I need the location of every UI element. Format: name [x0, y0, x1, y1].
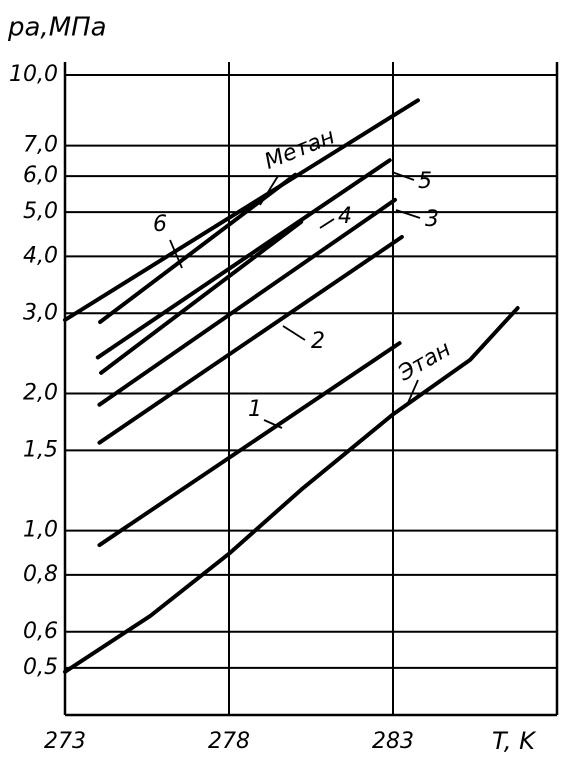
series-label: 6 [153, 212, 167, 237]
y-tick-label: 7,0 [23, 133, 58, 158]
frame [63, 62, 559, 717]
y-tick-label: 3,0 [23, 300, 58, 325]
y-axis-title: pа,МПа [7, 13, 107, 43]
y-tick-label: 10,0 [9, 62, 58, 87]
series-label: 3 [425, 207, 439, 232]
y-tick-label: 1,5 [23, 437, 58, 462]
series-label: 4 [338, 204, 352, 229]
y-tick-label: 5,0 [23, 199, 58, 224]
series-line [99, 219, 304, 375]
y-tick-label: 0,6 [23, 619, 58, 644]
y-tick-label: 6,0 [23, 163, 58, 188]
y-tick-label: 2,0 [23, 381, 58, 406]
series-line [97, 235, 404, 445]
series-line [97, 197, 397, 407]
series-line [63, 306, 520, 674]
y-tick-label: 0,8 [23, 562, 58, 587]
series-label: Этан [393, 337, 455, 387]
series-label: 5 [418, 169, 432, 194]
x-tick-label: 273 [44, 729, 86, 754]
x-tick-label: 283 [372, 729, 414, 754]
y-tick-label: 4,0 [23, 243, 58, 268]
x-axis-title: T, K [492, 727, 537, 755]
series-label: Метан [261, 124, 338, 175]
series-line [63, 98, 420, 322]
series-line [97, 341, 402, 548]
series-label: 1 [248, 397, 262, 422]
series-line [98, 172, 298, 325]
y-tick-label: 1,0 [23, 518, 58, 543]
series-line [95, 158, 392, 360]
y-tick-label: 0,5 [23, 655, 58, 680]
x-tick-label: 278 [208, 729, 250, 754]
series-label: 2 [311, 329, 325, 354]
